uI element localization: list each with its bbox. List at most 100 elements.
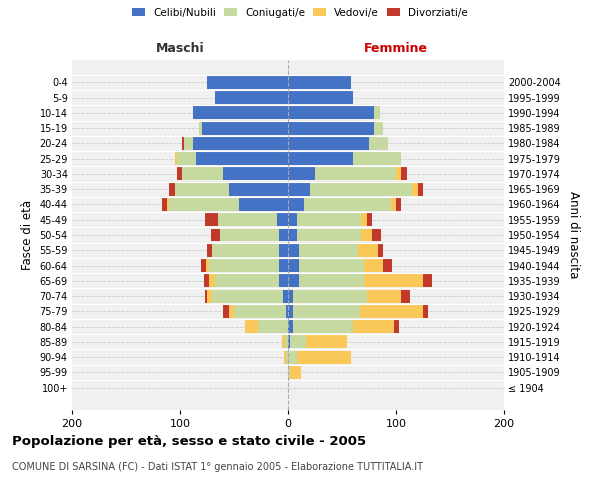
Bar	[223, 305, 229, 318]
Bar	[391, 198, 396, 211]
Bar	[169, 182, 175, 196]
Bar	[199, 122, 202, 134]
Bar	[175, 152, 177, 165]
Bar	[288, 290, 293, 302]
Bar	[401, 290, 410, 302]
Bar	[315, 168, 396, 180]
Bar	[369, 137, 388, 150]
Bar	[423, 305, 428, 318]
Bar	[211, 228, 220, 241]
Bar	[374, 122, 383, 134]
Bar	[258, 320, 288, 333]
Bar	[299, 259, 364, 272]
Bar	[353, 152, 401, 165]
Bar	[293, 290, 367, 302]
Bar	[288, 320, 293, 333]
Bar	[299, 244, 358, 256]
Bar	[401, 168, 407, 180]
Bar	[229, 305, 234, 318]
Bar	[361, 305, 423, 318]
Bar	[288, 228, 296, 241]
Bar	[293, 305, 361, 318]
Bar	[169, 198, 239, 211]
Bar	[280, 228, 288, 241]
Bar	[367, 290, 401, 302]
Bar	[377, 244, 383, 256]
Bar	[288, 198, 304, 211]
Bar	[175, 182, 229, 196]
Bar	[307, 336, 347, 348]
Y-axis label: Anni di nascita: Anni di nascita	[568, 192, 580, 278]
Bar	[394, 320, 399, 333]
Bar	[193, 106, 288, 120]
Bar	[182, 168, 223, 180]
Bar	[218, 214, 277, 226]
Bar	[285, 336, 288, 348]
Bar	[374, 106, 380, 120]
Bar	[293, 320, 353, 333]
Bar	[177, 152, 196, 165]
Bar	[284, 350, 286, 364]
Bar	[296, 350, 350, 364]
Bar	[288, 168, 315, 180]
Bar	[288, 214, 296, 226]
Bar	[193, 137, 288, 150]
Bar	[372, 228, 381, 241]
Bar	[383, 259, 392, 272]
Bar	[288, 366, 290, 379]
Bar	[280, 259, 288, 272]
Bar	[299, 274, 364, 287]
Bar	[310, 182, 412, 196]
Bar	[367, 214, 372, 226]
Text: Popolazione per età, sesso e stato civile - 2005: Popolazione per età, sesso e stato civil…	[12, 435, 366, 448]
Bar	[288, 122, 374, 134]
Bar	[161, 198, 167, 211]
Bar	[229, 182, 288, 196]
Bar	[209, 274, 215, 287]
Bar	[202, 122, 288, 134]
Y-axis label: Fasce di età: Fasce di età	[21, 200, 34, 270]
Text: Femmine: Femmine	[364, 42, 428, 55]
Bar	[177, 168, 182, 180]
Bar	[396, 198, 401, 211]
Bar	[288, 336, 290, 348]
Bar	[288, 244, 299, 256]
Bar	[288, 152, 353, 165]
Bar	[280, 274, 288, 287]
Bar	[206, 259, 209, 272]
Bar	[239, 198, 288, 211]
Bar	[212, 290, 283, 302]
Bar	[288, 274, 299, 287]
Bar	[220, 228, 280, 241]
Bar	[290, 336, 307, 348]
Bar	[196, 152, 288, 165]
Bar	[234, 305, 286, 318]
Bar	[212, 244, 280, 256]
Bar	[277, 214, 288, 226]
Bar	[209, 259, 280, 272]
Bar	[205, 290, 207, 302]
Text: Maschi: Maschi	[155, 42, 205, 55]
Bar	[288, 91, 353, 104]
Bar	[223, 168, 288, 180]
Bar	[288, 305, 293, 318]
Bar	[200, 259, 206, 272]
Legend: Celibi/Nubili, Coniugati/e, Vedovi/e, Divorziati/e: Celibi/Nubili, Coniugati/e, Vedovi/e, Di…	[132, 8, 468, 18]
Bar	[412, 182, 418, 196]
Bar	[361, 228, 372, 241]
Bar	[361, 214, 367, 226]
Bar	[396, 168, 401, 180]
Bar	[207, 244, 212, 256]
Bar	[205, 214, 218, 226]
Bar	[288, 137, 369, 150]
Bar	[286, 350, 288, 364]
Bar	[215, 91, 288, 104]
Bar	[167, 198, 169, 211]
Bar	[283, 290, 288, 302]
Bar	[286, 305, 288, 318]
Bar	[281, 336, 285, 348]
Bar	[207, 290, 212, 302]
Bar	[290, 366, 301, 379]
Bar	[423, 274, 431, 287]
Bar	[245, 320, 258, 333]
